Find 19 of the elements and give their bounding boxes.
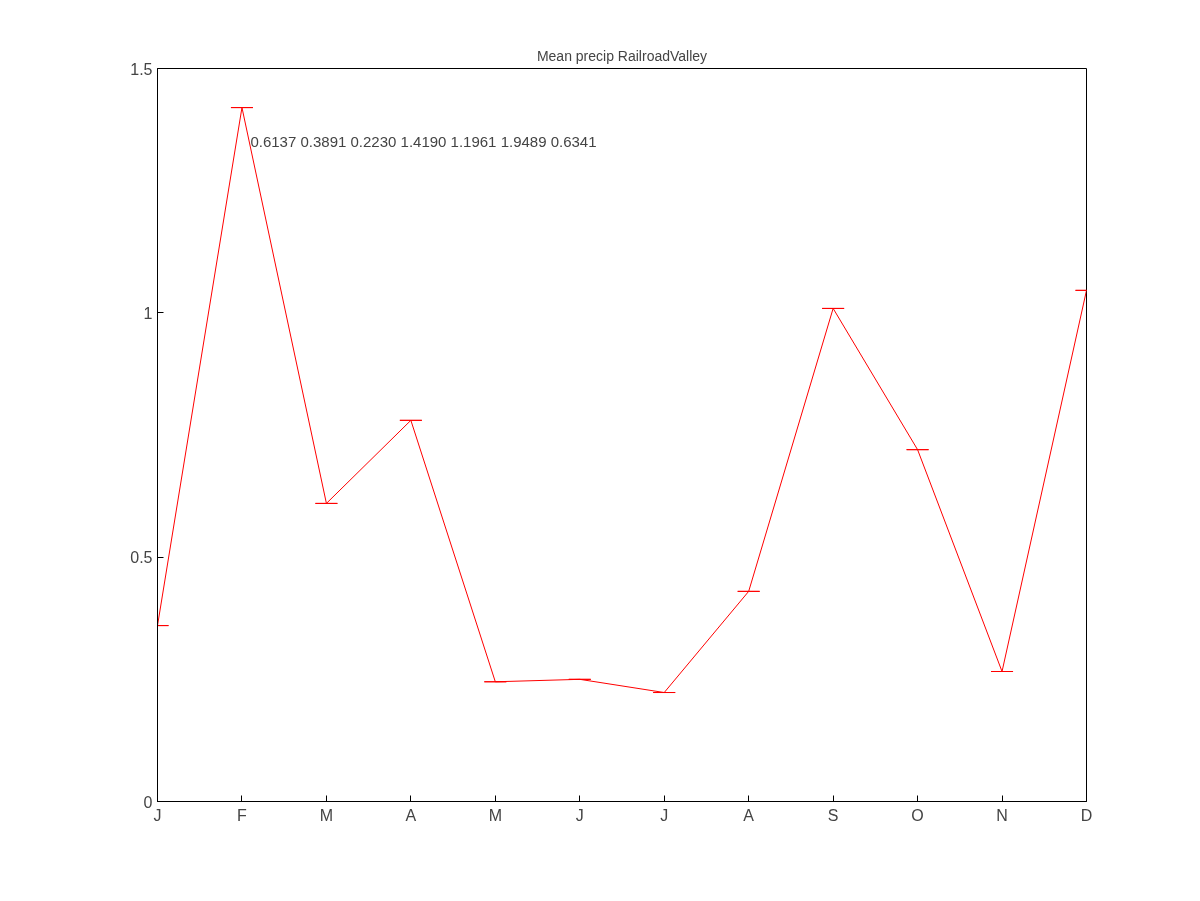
y-tick-label: 0.5 bbox=[130, 549, 153, 567]
x-tick-label: S bbox=[827, 806, 839, 824]
x-tick-label: A bbox=[405, 806, 417, 824]
line-series bbox=[157, 107, 1087, 694]
x-tick-label: N bbox=[996, 806, 1008, 824]
x-tick-label: M bbox=[488, 806, 502, 824]
x-tick-label: M bbox=[319, 806, 334, 824]
x-tick-label: O bbox=[911, 806, 924, 824]
annotation: 0.6137 0.3891 0.2230 1.4190 1.1961 1.9489 0.6341 bbox=[250, 133, 597, 151]
y-tick-label: 1.5 bbox=[130, 60, 153, 78]
chart-title: Mean precip RailroadValley bbox=[536, 47, 708, 64]
x-tick-label: D bbox=[1080, 806, 1093, 824]
x-tick-label: J bbox=[660, 806, 669, 824]
x-tick-label: J bbox=[153, 806, 162, 824]
y-tick-label: 0 bbox=[143, 793, 153, 811]
x-tick-label: F bbox=[237, 806, 248, 824]
x-tick-label: A bbox=[743, 806, 755, 824]
x-tick-label: J bbox=[575, 806, 584, 824]
y-tick-label: 1 bbox=[143, 304, 153, 322]
